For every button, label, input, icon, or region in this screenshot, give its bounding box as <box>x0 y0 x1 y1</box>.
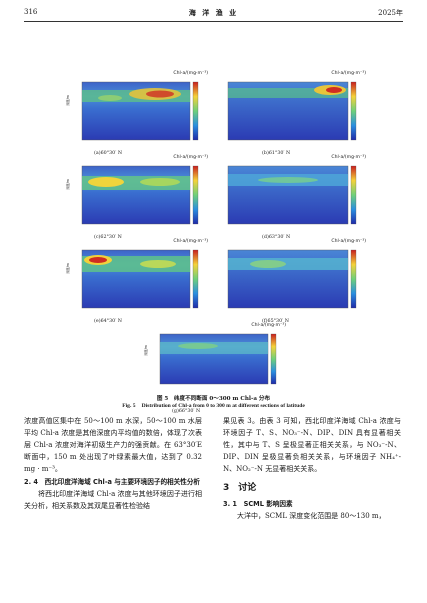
panel-c-plot <box>81 165 199 225</box>
panel-e-label: (e)64°30′ N <box>94 319 122 324</box>
figure-caption-cn: 图 5 纬度不同断面 0～300 m Chl-a 分布 <box>156 396 271 402</box>
colorbar-label: Chl-a/(mg·m⁻³) <box>251 323 286 328</box>
panel-b: Chl-a/(mg·m⁻³) (b)61°30′ N <box>218 68 368 156</box>
panel-d: Chl-a/(mg·m⁻³) (d)63°30′ N <box>218 152 368 240</box>
colorbar-label: Chl-a/(mg·m⁻³) <box>173 71 208 76</box>
section-heading-3-1: 3. 1 SCML 影响因素 <box>223 500 293 508</box>
panel-c-label: (c)62°30′ N <box>94 235 122 240</box>
paragraph: 大洋中，SCML 深度变化范围是 80～130 m， <box>237 512 386 520</box>
y-axis-label: 深度/m <box>65 179 70 190</box>
figure-number-en: Fig. 5 <box>122 403 136 409</box>
panel-a-plot <box>81 81 199 141</box>
panel-b-plot <box>227 81 357 141</box>
paragraph: 果见表 3。由表 3 可知，西北印度洋海域 Chl-a 浓度与环境因子 T、S、… <box>223 417 401 473</box>
figure-caption-en: Fig. 5 Distribution of Chl-a from 0 to 30… <box>0 403 427 409</box>
colorbar-label: Chl-a/(mg·m⁻³) <box>331 239 366 244</box>
panel-f-plot <box>227 249 357 309</box>
panel-f-label: (f)65°30′ N <box>262 319 289 324</box>
section-heading-3: 3 讨论 <box>223 483 257 493</box>
journal-year: 2025年 <box>378 9 403 17</box>
panel-g: Chl-a/(mg·m⁻³) 深度/m (g)66°30′ N <box>138 320 288 414</box>
y-axis-label: 深度/m <box>65 95 70 106</box>
colorbar-label: Chl-a/(mg·m⁻³) <box>331 71 366 76</box>
paragraph: 浓度高值区集中在 50～100 m 水深，50～100 m 水层平均 Chl-a… <box>24 417 202 473</box>
panel-g-label: (g)66°30′ N <box>172 409 201 414</box>
panel-g-plot <box>159 333 277 385</box>
section-heading-2-4: 2. 4 西北印度洋海域 Chl-a 与主要环境因子的相关性分析 <box>24 478 201 486</box>
panel-c: Chl-a/(mg·m⁻³) 深度/m (c)62°30′ N <box>60 152 210 240</box>
panel-d-plot <box>227 165 357 225</box>
y-axis-label: 深度/m <box>65 263 70 274</box>
colorbar-label: Chl-a/(mg·m⁻³) <box>173 239 208 244</box>
panel-b-label: (b)61°30′ N <box>262 151 291 156</box>
panel-f: Chl-a/(mg·m⁻³) (f)65°30′ N <box>218 236 368 324</box>
colorbar-label: Chl-a/(mg·m⁻³) <box>331 155 366 160</box>
panel-d-label: (d)63°30′ N <box>262 235 291 240</box>
colorbar-label: Chl-a/(mg·m⁻³) <box>173 155 208 160</box>
header-rule <box>24 21 403 22</box>
figure-title-en: Distribution of Chl-a from 0 to 300 m at… <box>141 403 305 409</box>
page-number: 316 <box>24 8 38 16</box>
panel-e-plot <box>81 249 199 309</box>
running-header: 316 海 洋 渔 业 2025年 <box>24 8 403 20</box>
panel-a-label: (a)60°30′ N <box>94 151 123 156</box>
left-column: 浓度高值区集中在 50～100 m 水深，50～100 m 水层平均 Chl-a… <box>24 415 202 512</box>
paragraph: 将西北印度洋海域 Chl-a 浓度与其他环境因子进行相关分析，相关系数及其双尾显… <box>24 490 202 510</box>
right-column: 果见表 3。由表 3 可知，西北印度洋海域 Chl-a 浓度与环境因子 T、S、… <box>223 415 401 522</box>
panel-a: Chl-a/(mg·m⁻³) 深度/m (a)60°30′ N <box>60 68 210 156</box>
panel-e: Chl-a/(mg·m⁻³) 深度/m (e)64°30′ N <box>60 236 210 324</box>
y-axis-label: 深度/m <box>143 345 148 356</box>
journal-name: 海 洋 渔 业 <box>188 8 239 17</box>
